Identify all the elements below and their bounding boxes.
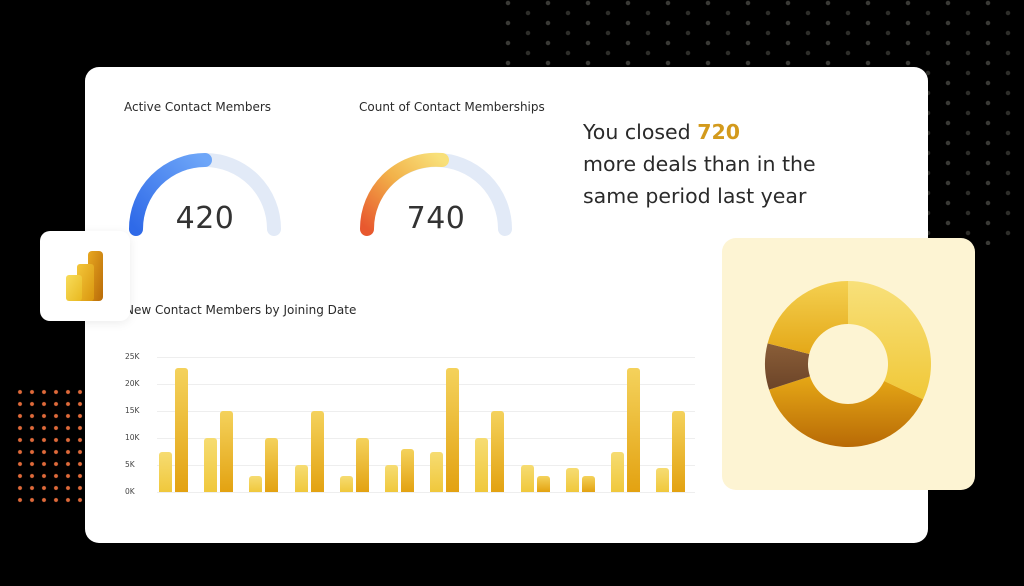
y-axis-tick: 5K: [125, 460, 135, 469]
background-orange-dot-grid: [14, 386, 86, 506]
donut-slice[interactable]: [769, 376, 924, 447]
bar[interactable]: [611, 451, 624, 492]
gridline: [157, 357, 695, 358]
gauge-arc-orange: [359, 152, 512, 236]
gauge-value: 740: [406, 201, 466, 236]
gridline: [157, 384, 695, 385]
bar[interactable]: [581, 475, 595, 492]
gauge-arc-blue: [129, 153, 281, 236]
bar[interactable]: [446, 367, 460, 492]
power-bi-logo-tile: [40, 231, 130, 321]
gauge-title-count-of-contact-memberships: Count of Contact Memberships: [359, 100, 545, 114]
bar[interactable]: [294, 465, 308, 492]
bar-chart-title: New Contact Members by Joining Date: [125, 303, 357, 317]
headline-line-3: same period last year: [583, 184, 807, 208]
gauge-count-of-contact-memberships: 740: [356, 151, 516, 247]
donut-slice[interactable]: [848, 281, 931, 400]
bar[interactable]: [355, 438, 369, 492]
bar[interactable]: [310, 411, 324, 492]
gauge-active-contact-members: 420: [125, 151, 285, 247]
donut-chart: [765, 281, 931, 447]
bar[interactable]: [565, 467, 579, 492]
bar[interactable]: [536, 475, 550, 492]
gridline: [157, 438, 695, 439]
y-axis-tick: 15K: [125, 406, 140, 415]
y-axis-tick: 20K: [125, 379, 140, 388]
y-axis-tick: 0K: [125, 487, 135, 496]
bar[interactable]: [627, 367, 640, 492]
y-axis-tick: 25K: [125, 352, 140, 361]
gauge-value: 420: [175, 201, 235, 236]
deals-headline: You closed 720 more deals than in the sa…: [583, 116, 843, 212]
donut-slice[interactable]: [765, 343, 810, 390]
bar[interactable]: [656, 467, 670, 492]
bar[interactable]: [339, 475, 353, 492]
donut-chart-tile: [722, 238, 975, 490]
gridline: [157, 465, 695, 466]
gridline: [157, 411, 695, 412]
power-bi-logo-icon: [66, 251, 103, 301]
bar[interactable]: [475, 438, 489, 492]
bar[interactable]: [672, 411, 686, 492]
headline-number: 720: [697, 120, 740, 144]
bar[interactable]: [491, 411, 505, 492]
bar[interactable]: [204, 438, 218, 492]
donut-slice[interactable]: [767, 281, 848, 355]
bar[interactable]: [385, 465, 398, 492]
bar-chart-new-contact-members: 0K 5K 10K 15K 20K 25K: [115, 347, 695, 497]
gauge-title-active-contact-members: Active Contact Members: [124, 100, 272, 114]
headline-prefix: You closed: [583, 120, 698, 144]
headline-line-2: more deals than in the: [583, 152, 816, 176]
bar[interactable]: [175, 367, 188, 492]
bar[interactable]: [401, 448, 414, 492]
bar[interactable]: [249, 475, 263, 492]
gridline: [157, 492, 695, 493]
bar[interactable]: [430, 451, 444, 492]
bar[interactable]: [220, 411, 234, 492]
y-axis-tick: 10K: [125, 433, 140, 442]
bar[interactable]: [520, 465, 534, 492]
bar[interactable]: [159, 451, 172, 492]
bar[interactable]: [265, 438, 279, 492]
